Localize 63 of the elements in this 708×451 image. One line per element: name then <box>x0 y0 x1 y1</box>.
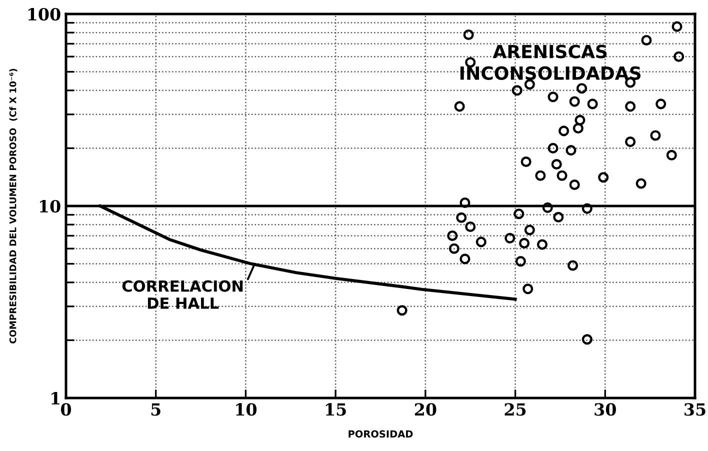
annotation: ARENISCAS INCONSOLIDADAS <box>460 44 641 80</box>
point <box>514 208 524 220</box>
point <box>574 114 586 126</box>
point <box>558 126 570 136</box>
point <box>572 122 584 134</box>
point <box>587 98 598 110</box>
point <box>636 178 646 189</box>
point <box>454 101 465 112</box>
point <box>666 150 677 160</box>
point <box>460 197 470 208</box>
point <box>504 232 516 244</box>
point <box>476 236 486 248</box>
point <box>656 98 666 110</box>
point <box>447 230 458 242</box>
point <box>520 156 532 168</box>
point <box>465 221 476 232</box>
point <box>396 305 408 316</box>
point <box>463 29 474 40</box>
point <box>536 239 548 250</box>
point <box>674 51 684 62</box>
point <box>460 254 470 264</box>
point <box>625 136 636 148</box>
point <box>515 256 526 267</box>
point <box>641 34 652 46</box>
point <box>556 170 568 181</box>
point <box>672 21 682 32</box>
point <box>542 202 553 213</box>
point <box>524 79 535 90</box>
x-tick-label: 10 <box>236 403 257 416</box>
y-axis-title: COMPRESIBILIDAD DEL VOLUMEN POROSO (Cf X 10⁻⁶) <box>9 68 18 344</box>
x-tick-label: 20 <box>414 403 436 416</box>
x-tick-label: 35 <box>684 403 706 416</box>
point <box>548 142 558 154</box>
point <box>625 101 636 112</box>
point <box>548 92 558 102</box>
point <box>569 96 580 107</box>
x-tick-label: 25 <box>504 403 526 416</box>
point <box>551 158 562 170</box>
point <box>582 334 592 345</box>
point <box>576 83 588 94</box>
annotation: CORRELACION DE HALL <box>122 280 243 309</box>
point <box>518 238 530 248</box>
point <box>650 130 661 141</box>
x-tick-label: 30 <box>594 403 616 416</box>
x-tick-label: 15 <box>326 403 346 416</box>
point <box>522 284 534 294</box>
point <box>448 243 460 254</box>
point <box>569 179 580 190</box>
point <box>512 85 522 96</box>
x-tick-label: 0 <box>60 403 72 416</box>
point <box>535 170 546 181</box>
point <box>582 203 592 214</box>
point <box>566 145 576 156</box>
point <box>456 212 467 223</box>
point <box>568 260 578 271</box>
y-tick-label: 10 <box>40 200 60 213</box>
point <box>524 224 535 236</box>
x-axis-title: POROSIDAD <box>348 430 413 438</box>
y-tick-label: 100 <box>28 8 60 21</box>
point <box>553 212 564 222</box>
y-tick-label: 1 <box>52 392 60 404</box>
point <box>598 172 609 183</box>
x-tick-label: 5 <box>151 403 160 416</box>
